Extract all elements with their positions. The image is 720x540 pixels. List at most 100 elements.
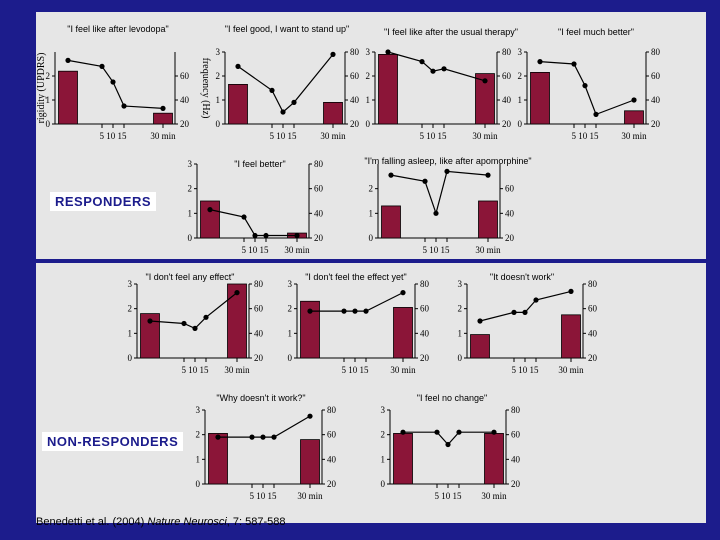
frequency-line	[67, 59, 164, 109]
left-tick-label: 1	[518, 95, 523, 105]
frequency-point-15min	[363, 308, 369, 314]
left-tick-label: 2	[381, 430, 386, 440]
x-tick-labels: 5 10 15	[423, 245, 451, 255]
right-tick-label: 40	[505, 208, 515, 218]
frequency-point-5min	[241, 214, 247, 220]
non-responders-panel	[36, 263, 706, 523]
frequency-line	[149, 292, 238, 330]
right-tick-label: 20	[254, 353, 264, 363]
chart-n3: "It doesn't work" 0 1 2 3 20 40 60 80 5 10 15 30 m…	[458, 272, 598, 375]
bar-0min	[58, 70, 78, 125]
chart-title: "I'm falling asleep, like after apomorph…	[364, 156, 531, 166]
chart-title: "I feel much better"	[558, 27, 634, 37]
frequency-point-15min	[291, 99, 297, 105]
frequency-point-30min	[234, 290, 240, 296]
right-tick-label: 40	[327, 454, 337, 464]
frequency-point-15min	[444, 168, 450, 174]
frequency-point-30min	[330, 51, 336, 58]
right-tick-label: 40	[314, 208, 324, 218]
right-axis-title: frequency (Hz)	[200, 58, 211, 119]
frequency-point-15min	[263, 232, 269, 239]
chart-n5: "I feel no change" 0 1 2 3 20 40 60 80 5 10 15 30 …	[381, 393, 521, 501]
frequency-point-5min	[422, 178, 428, 184]
x-tick-label-30: 30 min	[472, 131, 498, 141]
bar-0min	[381, 205, 401, 239]
right-tick-label: 40	[651, 95, 661, 105]
x-tick-labels: 5 10 15	[242, 245, 270, 255]
left-tick-label: 0	[366, 119, 371, 129]
frequency-line	[237, 54, 334, 113]
right-tick-label: 20	[350, 119, 360, 129]
right-tick-label: 80	[327, 405, 337, 415]
frequency-point-5min	[571, 61, 577, 67]
left-tick-label: 1	[369, 208, 374, 218]
right-tick-label: 60	[651, 71, 661, 81]
bar-30min	[561, 314, 581, 359]
x-tick-label-30: 30 min	[284, 245, 310, 255]
frequency-point-5min	[341, 308, 347, 314]
responders-panel	[36, 12, 706, 259]
responders-label: RESPONDERS	[50, 192, 157, 211]
bar-0min	[208, 433, 228, 485]
frequency-line	[209, 209, 297, 237]
frequency-point-15min	[441, 66, 447, 72]
right-tick-label: 20	[314, 233, 324, 243]
x-tick-label-30: 30 min	[224, 365, 250, 375]
left-tick-label: 2	[128, 304, 133, 314]
left-tick-label: 1	[196, 454, 201, 464]
right-tick-label: 40	[180, 95, 190, 105]
right-tick-label: 80	[420, 279, 430, 289]
right-tick-label: 60	[420, 304, 430, 314]
frequency-point-10min	[252, 232, 258, 239]
citation-journal: Nature Neurosci	[147, 516, 227, 528]
left-tick-label: 1	[216, 95, 221, 105]
left-tick-label: 3	[188, 159, 193, 169]
frequency-point-5min	[511, 309, 517, 315]
left-tick-label: 0	[381, 479, 386, 489]
left-tick-label: 1	[458, 328, 463, 338]
left-tick-label: 2	[366, 71, 371, 81]
right-tick-label: 20	[180, 119, 190, 129]
frequency-point-0min	[385, 49, 391, 55]
frequency-point-10min	[280, 109, 286, 115]
left-axis-title: rigidity (UPDRS)	[36, 53, 47, 124]
right-tick-label: 40	[420, 328, 430, 338]
frequency-point-5min	[434, 429, 440, 435]
right-tick-label: 40	[511, 454, 521, 464]
left-tick-label: 3	[518, 47, 523, 57]
left-tick-label: 3	[381, 405, 386, 415]
chart-n4: "Why doesn't it work?" 0 1 2 3 20 40 60 80 5 10 1…	[196, 393, 337, 501]
frequency-point-10min	[582, 83, 588, 89]
frequency-point-30min	[400, 290, 406, 296]
bar-0min	[378, 54, 398, 125]
x-tick-label-30: 30 min	[481, 491, 507, 501]
right-tick-label: 60	[350, 71, 360, 81]
chart-r1: "I feel like after levodopa" 0 1 2 20 40 60 5 1…	[46, 24, 190, 141]
chart-r6: "I'm falling asleep, like after apomorph…	[364, 156, 531, 255]
chart-r5: "I feel better" 0 1 2 3 20 40 60 80 5 10 15 30 min	[188, 159, 324, 255]
x-tick-label-30: 30 min	[320, 131, 346, 141]
frequency-point-5min	[181, 320, 187, 327]
x-tick-label-30: 30 min	[475, 245, 501, 255]
right-tick-label: 60	[314, 184, 324, 194]
chart-title: "I don't feel any effect"	[146, 272, 235, 282]
chart-title: "It doesn't work"	[490, 272, 554, 282]
right-tick-label: 60	[327, 430, 337, 440]
right-tick-label: 20	[505, 233, 515, 243]
chart-n2: "I don't feel the effect yet" 0 1 2 3 20 40 60 8…	[288, 272, 430, 375]
right-tick-label: 80	[588, 279, 598, 289]
bar-0min	[200, 200, 220, 239]
frequency-point-15min	[203, 314, 209, 320]
frequency-point-10min	[522, 309, 528, 315]
frequency-point-5min	[99, 63, 105, 69]
frequency-point-0min	[537, 59, 543, 65]
left-tick-label: 2	[288, 304, 293, 314]
left-tick-label: 0	[369, 233, 374, 243]
frequency-point-10min	[433, 210, 439, 216]
chart-title: "I feel like after levodopa"	[67, 24, 168, 34]
chart-r4: "I feel much better" 0 1 2 3 20 40 60 80 5 10 15 3…	[518, 27, 661, 141]
frequency-point-10min	[430, 68, 436, 74]
frequency-point-10min	[192, 325, 198, 331]
frequency-point-10min	[110, 79, 116, 85]
right-tick-label: 60	[588, 304, 598, 314]
